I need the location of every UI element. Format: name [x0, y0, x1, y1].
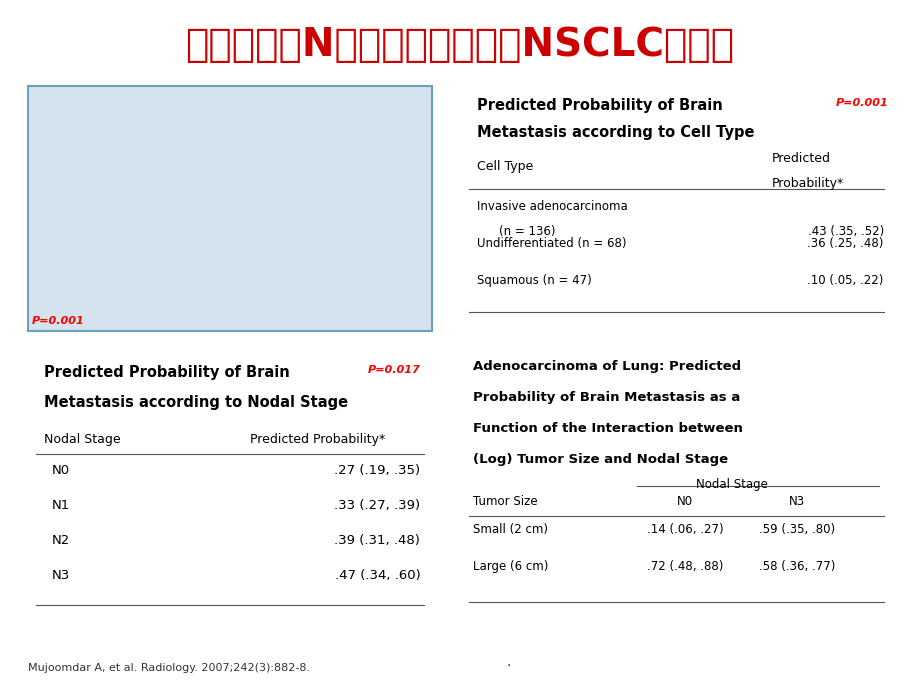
Text: .72 (.48, .88): .72 (.48, .88)	[646, 560, 722, 573]
Text: Large (6 cm): Large (6 cm)	[472, 560, 548, 573]
Text: (Log) Tumor Size and Nodal Stage: (Log) Tumor Size and Nodal Stage	[472, 453, 727, 466]
Text: P=0.001: P=0.001	[834, 99, 887, 108]
X-axis label: Tumor size (cm): Tumor size (cm)	[209, 301, 320, 313]
Text: .27 (.19, .35): .27 (.19, .35)	[334, 464, 420, 477]
Text: Small (2 cm): Small (2 cm)	[472, 523, 548, 535]
Text: Mujoomdar A, et al. Radiology. 2007;242(3):882-8.: Mujoomdar A, et al. Radiology. 2007;242(…	[28, 663, 310, 673]
Bar	[28, 499, 432, 532]
Text: (n = 136): (n = 136)	[498, 225, 555, 237]
Text: ·: ·	[505, 659, 510, 673]
Text: N3: N3	[51, 569, 70, 582]
Text: .10 (.05, .22): .10 (.05, .22)	[807, 274, 883, 286]
Text: P=0.017: P=0.017	[367, 366, 420, 375]
Text: P=0.001: P=0.001	[32, 316, 85, 326]
Text: .33 (.27, .39): .33 (.27, .39)	[334, 499, 420, 511]
Text: Squamous (n = 47): Squamous (n = 47)	[477, 274, 592, 286]
Text: .59 (.35, .80): .59 (.35, .80)	[758, 523, 834, 535]
Text: N2: N2	[51, 533, 70, 546]
Bar	[28, 569, 432, 602]
Text: Cell Type: Cell Type	[477, 160, 533, 172]
Text: N0: N0	[676, 495, 692, 508]
Text: Function of the Interaction between: Function of the Interaction between	[472, 422, 742, 435]
Text: Metastasis according to Nodal Stage: Metastasis according to Nodal Stage	[44, 395, 347, 410]
Text: N0: N0	[51, 464, 70, 477]
Text: .43 (.35, .52): .43 (.35, .52)	[807, 225, 883, 237]
Bar	[460, 233, 891, 270]
Text: .39 (.31, .48): .39 (.31, .48)	[334, 533, 420, 546]
Text: N3: N3	[789, 495, 804, 508]
Text: Predicted Probability of Brain: Predicted Probability of Brain	[44, 366, 289, 380]
Text: Nodal Stage: Nodal Stage	[696, 478, 767, 491]
Text: Predicted Probability of Brain: Predicted Probability of Brain	[477, 99, 722, 113]
Text: Tumor Size: Tumor Size	[472, 495, 537, 508]
Text: Nodal Stage: Nodal Stage	[44, 433, 120, 446]
Text: Undifferentiated (n = 68): Undifferentiated (n = 68)	[477, 237, 626, 250]
Text: Predicted: Predicted	[770, 152, 830, 166]
Text: 肿瘤大小、N分期、细胞类型与NSCLC脑转移: 肿瘤大小、N分期、细胞类型与NSCLC脑转移	[186, 26, 733, 64]
Text: .14 (.06, .27): .14 (.06, .27)	[646, 523, 722, 535]
Y-axis label: Predicted probability of metastasis
to the brain (95% CI): Predicted probability of metastasis to t…	[57, 99, 78, 270]
Text: N1: N1	[51, 499, 70, 511]
Text: Predicted Probability*: Predicted Probability*	[250, 433, 385, 446]
Text: .47 (.34, .60): .47 (.34, .60)	[335, 569, 420, 582]
Text: Invasive adenocarcinoma: Invasive adenocarcinoma	[477, 200, 628, 213]
Bar	[460, 560, 891, 597]
Text: Probability*: Probability*	[770, 177, 843, 190]
Text: Adenocarcinoma of Lung: Predicted: Adenocarcinoma of Lung: Predicted	[472, 360, 741, 373]
Text: Probability of Brain Metastasis as a: Probability of Brain Metastasis as a	[472, 391, 740, 404]
Text: .58 (.36, .77): .58 (.36, .77)	[758, 560, 834, 573]
Text: Metastasis according to Cell Type: Metastasis according to Cell Type	[477, 126, 754, 141]
Text: .36 (.25, .48): .36 (.25, .48)	[807, 237, 883, 250]
